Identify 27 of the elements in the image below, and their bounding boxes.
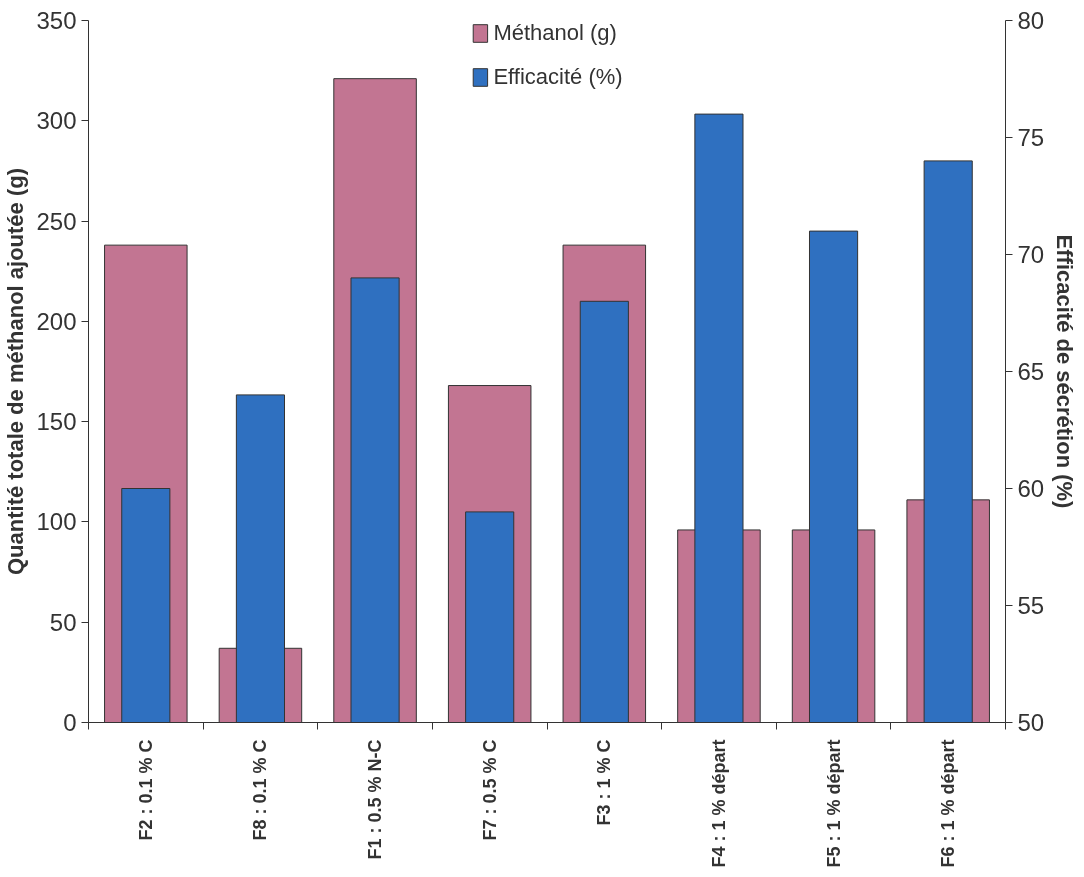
x-tick-label: F2 : 0.1 % C <box>135 739 156 841</box>
x-tick-label: F1 : 0.5 % N-C <box>365 739 386 860</box>
y2-tick-label: 50 <box>1017 709 1045 736</box>
y2-tick-label: 55 <box>1017 592 1045 619</box>
y-tick-label: 350 <box>36 7 77 34</box>
y-tick-label: 300 <box>36 107 77 135</box>
y-tick-label: 0 <box>63 709 77 736</box>
x-tick-label: F6 : 1 % départ <box>938 739 959 868</box>
x-tick-label: F3 : 1 % C <box>594 739 615 826</box>
y2-tick-label: 65 <box>1017 358 1045 385</box>
y-tick-label: 250 <box>36 207 77 235</box>
y2-axis-title: Efficacité de sécrétion (%) <box>1052 234 1078 509</box>
x-tick-label: F4 : 1 % départ <box>708 739 729 868</box>
y2-tick-label: 60 <box>1017 475 1045 502</box>
legend-label: Méthanol (g) <box>493 20 617 46</box>
x-tick-label: F7 : 0.5 % C <box>479 739 500 841</box>
y2-tick-label: 75 <box>1017 124 1045 151</box>
y-axis-title: Quantité totale de méthanol ajoutée (g) <box>3 167 29 576</box>
y-tick-label: 100 <box>36 508 77 536</box>
y-tick-label: 150 <box>36 408 77 436</box>
y2-tick-label: 70 <box>1017 241 1045 268</box>
y-tick-label: 50 <box>49 608 77 636</box>
legend-label: Efficacité (%) <box>493 64 623 90</box>
x-tick-label: F5 : 1 % départ <box>823 739 844 868</box>
y2-tick-label: 80 <box>1017 7 1045 34</box>
x-tick-label: F8 : 0.1 % C <box>250 739 271 841</box>
y-tick-label: 200 <box>36 307 77 335</box>
